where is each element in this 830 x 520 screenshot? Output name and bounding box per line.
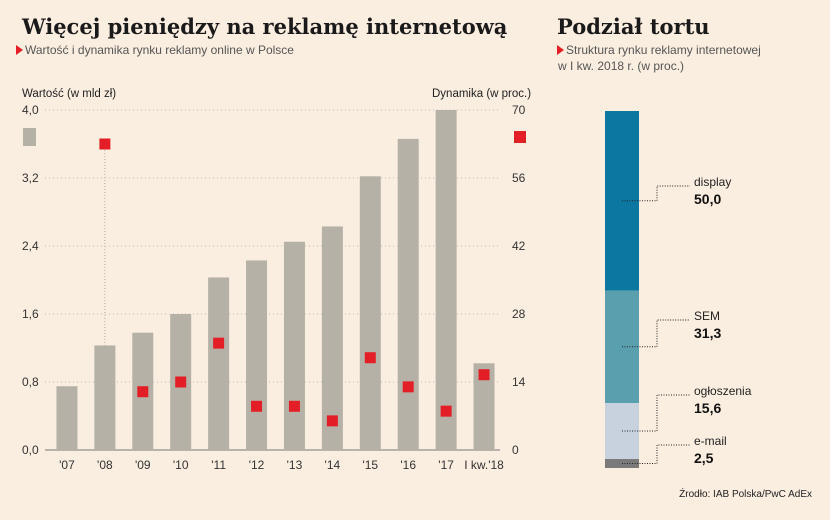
segment-label: e-mail	[694, 434, 727, 448]
y-tick-right: 70	[512, 103, 526, 117]
bars	[56, 110, 495, 451]
chart-subtitle: Wartość i dynamika rynku reklamy online …	[16, 42, 294, 58]
y-tick-right: 28	[512, 307, 526, 321]
x-tick-label: '14	[325, 458, 341, 472]
x-tick-label: '09	[135, 458, 151, 472]
x-tick-label: '16	[400, 458, 416, 472]
marker	[251, 400, 263, 412]
leader-line	[622, 394, 690, 432]
y-tick-right: 42	[512, 239, 526, 253]
y-tick-right: 56	[512, 171, 526, 185]
y-tick-right: 14	[512, 375, 526, 389]
source-note: Źrodło: IAB Polska/PwC AdEx	[679, 489, 812, 500]
stacked-bar: display 50,0 SEM 31,3 ogłoszenia 15,6 e-mail 2,…	[605, 111, 752, 468]
marker	[288, 400, 300, 412]
segment-value: 31,3	[694, 325, 721, 341]
y-tick-left: 3,2	[22, 171, 39, 185]
segment-label: ogłoszenia	[694, 384, 752, 398]
leader-line	[622, 444, 690, 465]
grid-lines	[45, 109, 500, 451]
marker	[137, 386, 149, 398]
x-tick-label: '12	[249, 458, 265, 472]
marker	[402, 381, 414, 393]
marker	[326, 415, 338, 427]
legend-bar-swatch	[23, 128, 36, 146]
y-axis-right-title: Dynamika (w proc.)	[432, 88, 532, 100]
y-axis-left-ticks: 0,0 0,8 1,6 2,4 3,2 4,0	[22, 103, 39, 457]
red-triangle-icon	[16, 45, 23, 55]
y-tick-left: 2,4	[22, 239, 39, 253]
y-tick-left: 0,0	[22, 443, 39, 457]
x-tick-label: '13	[287, 458, 303, 472]
bar	[321, 226, 343, 450]
bar	[246, 260, 268, 450]
chart-title: Więcej pieniędzy na reklamę internetową	[22, 14, 508, 39]
y-tick-right: 0	[512, 443, 519, 457]
bar	[208, 277, 230, 450]
red-triangle-icon	[557, 45, 564, 55]
marker	[213, 337, 225, 349]
marker	[175, 376, 187, 388]
bar	[435, 110, 457, 450]
segment-label: SEM	[694, 309, 720, 323]
x-tick-label: '07	[59, 458, 75, 472]
marker	[478, 369, 490, 381]
y-axis-right-ticks: 0 14 28 42 56 70	[512, 103, 526, 457]
y-tick-left: 1,6	[22, 307, 39, 321]
bar	[56, 386, 78, 450]
bar	[397, 138, 419, 450]
pie-title: Podział tortu	[557, 14, 710, 39]
y-tick-left: 4,0	[22, 103, 39, 117]
x-tick-label: '17	[438, 458, 454, 472]
marker	[440, 405, 452, 417]
segment-label: display	[694, 175, 731, 189]
bar	[359, 176, 381, 451]
bar	[473, 363, 495, 450]
legend	[23, 128, 526, 146]
segment-value: 50,0	[694, 191, 721, 207]
segment-value: 2,5	[694, 450, 714, 466]
marker	[99, 138, 111, 150]
marker	[364, 352, 376, 364]
x-tick-label: I kw.'18	[464, 458, 504, 472]
x-tick-label: '11	[211, 458, 226, 472]
x-tick-label: '15	[362, 458, 378, 472]
bar	[283, 241, 305, 450]
bar	[94, 345, 116, 450]
x-tick-label: '10	[173, 458, 189, 472]
x-tick-label: '08	[97, 458, 113, 472]
y-tick-left: 0,8	[22, 375, 39, 389]
segment-value: 15,6	[694, 400, 721, 416]
leader-line	[622, 185, 690, 202]
x-axis-ticks: '07 '08 '09 '10 '11 '12 '13 '14 '15 '16 '17 I kw.'1…	[59, 458, 504, 472]
pie-subtitle: Struktura rynku reklamy internetowej w I …	[557, 43, 761, 73]
leader-line	[622, 319, 690, 348]
y-axis-left-title: Wartość (w mld zł)	[22, 88, 117, 100]
legend-marker-swatch	[514, 131, 526, 143]
markers	[99, 138, 490, 427]
